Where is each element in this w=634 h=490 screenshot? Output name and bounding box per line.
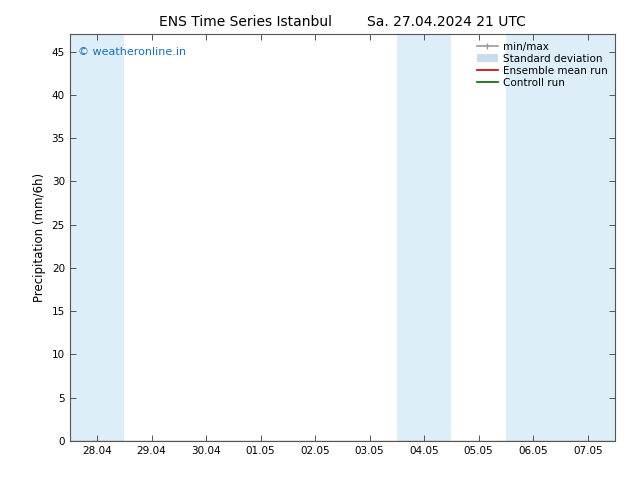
Y-axis label: Precipitation (mm/6h): Precipitation (mm/6h) [33, 173, 46, 302]
Bar [70, 34, 124, 441]
Text: © weatheronline.in: © weatheronline.in [78, 47, 186, 56]
Bar [397, 34, 451, 441]
Legend: min/max, Standard deviation, Ensemble mean run, Controll run: min/max, Standard deviation, Ensemble me… [475, 40, 610, 90]
Title: ENS Time Series Istanbul        Sa. 27.04.2024 21 UTC: ENS Time Series Istanbul Sa. 27.04.2024 … [159, 15, 526, 29]
Bar [560, 34, 615, 441]
Bar [506, 34, 560, 441]
